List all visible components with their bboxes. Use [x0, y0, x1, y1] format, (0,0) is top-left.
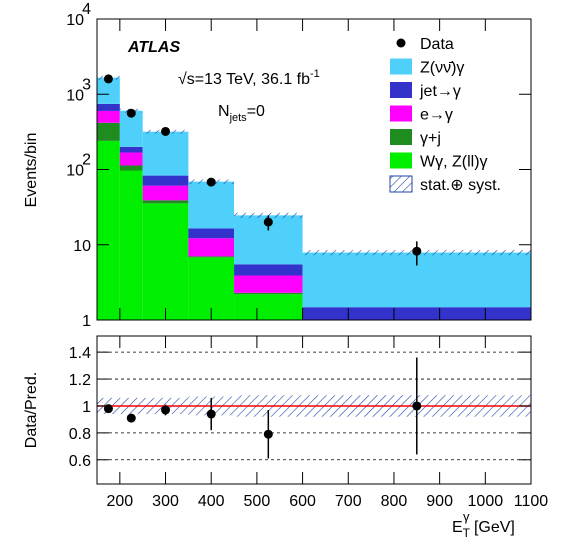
y-tick-label: 1: [82, 313, 91, 330]
y-axis-label: Events/bin: [23, 133, 40, 208]
atlas-label: ATLAS: [127, 39, 180, 56]
annotation-tail: =0: [247, 103, 265, 120]
data-point: [263, 217, 273, 227]
stack-segment: [97, 103, 120, 111]
legend-label: stat.⊕ syst.: [420, 177, 501, 194]
x-label-tail: [GeV]: [470, 519, 515, 536]
legend-label: Z(νν̄)γ: [420, 60, 464, 77]
legend-marker: [396, 38, 406, 48]
x-label-base: E: [452, 519, 463, 536]
stack-segment: [234, 292, 303, 295]
stack-segment: [97, 140, 120, 320]
x-axis-label: ETγ [GeV]: [452, 509, 515, 540]
stack-segment: [119, 146, 143, 153]
y-tick-label: 0.8: [69, 426, 91, 443]
data-point: [206, 177, 216, 187]
legend-label: Data: [420, 36, 454, 53]
ratio-point: [206, 409, 216, 419]
stack-segment: [142, 175, 189, 186]
legend-swatch: [390, 129, 412, 145]
ratio-point: [161, 405, 171, 415]
ratio-point: [263, 429, 273, 439]
stack-segment: [142, 203, 189, 320]
stack-segment: [188, 256, 235, 258]
legend-swatch: [390, 58, 412, 75]
x-tick-label: 400: [198, 493, 225, 510]
ratio-point: [412, 401, 422, 411]
legend-swatch: [390, 82, 412, 98]
annotation-sup: -1: [310, 68, 320, 80]
stack-segment: [234, 275, 303, 293]
x-tick-label: 1000: [468, 493, 504, 510]
stack-segment: [142, 131, 189, 176]
x-tick-label: 300: [152, 493, 179, 510]
stack-segment: [302, 307, 531, 320]
annotation-sub: jets: [229, 112, 248, 124]
legend-label: γ+j: [420, 130, 441, 147]
stack-segment: [142, 185, 189, 201]
stack-segment: [303, 325, 531, 339]
data-point: [103, 74, 113, 84]
stack-segment: [97, 110, 120, 123]
legend-swatch: [390, 105, 412, 122]
ratio-point: [126, 413, 136, 423]
stack-segment: [119, 170, 143, 320]
x-tick-label: 700: [335, 493, 362, 510]
data-point: [161, 126, 171, 136]
stack-segment: [188, 228, 235, 239]
stack-segment: [188, 238, 235, 257]
ratio-area: [97, 351, 531, 461]
stack-segment: [119, 110, 143, 147]
legend-swatch: [389, 175, 413, 193]
y-tick-label: 1: [82, 399, 91, 416]
y-tick-label: 10: [66, 163, 84, 180]
y-tick-label: 1.4: [69, 345, 91, 362]
x-tick-label: 800: [381, 493, 408, 510]
annotation-text: N: [218, 103, 230, 120]
x-label-sup: γ: [463, 509, 470, 524]
y-tick-label: 10: [66, 87, 84, 104]
x-label-sub: T: [463, 526, 471, 540]
legend-label: e→γ: [420, 107, 453, 124]
y-tick-exp: 2: [82, 152, 91, 169]
x-tick-label: 500: [244, 493, 271, 510]
stack-segment: [119, 152, 143, 166]
stack-segment: [234, 294, 303, 320]
plot-area: [97, 74, 531, 343]
frame: [96, 335, 532, 485]
x-tick-label: 1100: [514, 493, 549, 510]
y-tick-label: 10: [73, 238, 91, 255]
y-tick-label: 0.6: [69, 453, 91, 470]
stack-segment: [234, 264, 303, 276]
data-point: [126, 108, 136, 118]
legend-label: jet→γ: [419, 83, 461, 100]
stack-segment: [119, 165, 143, 171]
x-tick-label: 900: [426, 493, 453, 510]
legend-label: Wγ, Z(ll)γ: [420, 154, 488, 171]
annotation: √s=13 TeV, 36.1 fb-1: [178, 68, 320, 88]
annotation: Njets=0: [218, 103, 265, 124]
annotation-text: √s=13 TeV, 36.1 fb: [178, 71, 310, 88]
y-tick-exp: 4: [82, 1, 91, 18]
uncertainty-band: [234, 212, 303, 219]
data-point: [412, 246, 422, 256]
legend-swatch: [390, 152, 412, 169]
stack-segment: [97, 77, 120, 104]
y-tick-label: 10: [66, 12, 84, 29]
stack-segment: [97, 122, 120, 141]
y-tick-label: 1.2: [69, 372, 91, 389]
stack-segment: [303, 340, 531, 343]
stack-segment: [188, 181, 235, 229]
ratio-y-axis-label: Data/Pred.: [23, 372, 40, 448]
y-tick-exp: 3: [82, 76, 91, 93]
stack-segment: [142, 200, 189, 204]
x-tick-label: 200: [106, 493, 133, 510]
x-tick-label: 600: [289, 493, 316, 510]
